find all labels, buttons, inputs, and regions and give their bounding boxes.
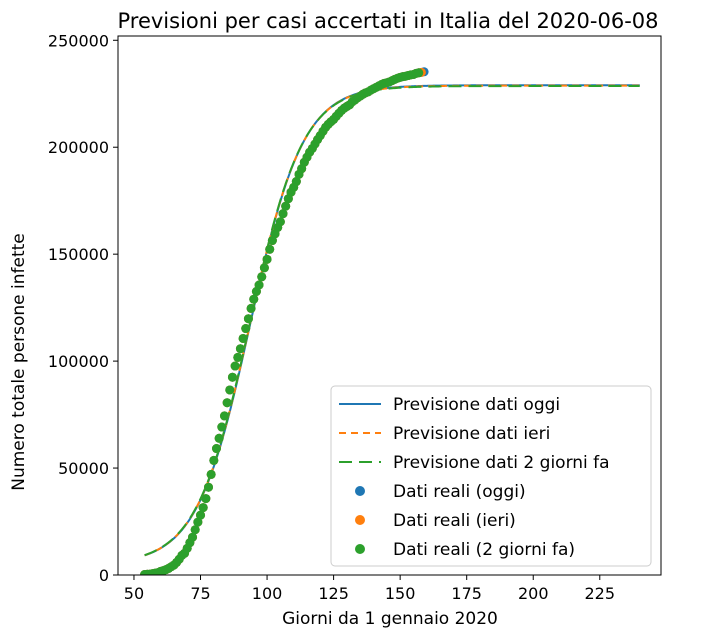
plot-frame <box>117 35 662 576</box>
data-point <box>235 344 245 354</box>
data-point <box>291 177 301 187</box>
data-point <box>209 455 219 465</box>
data-point <box>190 525 200 535</box>
x-tick-label: 50 <box>124 584 144 603</box>
legend-label: Dati reali (oggi) <box>393 482 526 502</box>
x-tick-label: 150 <box>385 584 416 603</box>
legend-label: Dati reali (2 giorni fa) <box>393 540 575 560</box>
data-point <box>206 469 216 479</box>
data-point <box>204 482 213 492</box>
x-tick-label: 225 <box>585 584 616 603</box>
y-tick-label: 0 <box>99 566 109 585</box>
y-tick-label: 100000 <box>48 352 109 371</box>
data-point <box>196 510 206 520</box>
x-tick-label: 200 <box>518 584 549 603</box>
x-tick-label: 75 <box>190 584 210 603</box>
data-point <box>233 352 243 362</box>
data-point <box>211 444 221 454</box>
y-tick-label: 250000 <box>48 31 109 50</box>
data-point <box>257 272 267 282</box>
data-point <box>193 517 203 527</box>
legend-dot-swatch <box>355 544 365 554</box>
data-point <box>238 333 248 343</box>
data-point <box>219 411 229 421</box>
legend-label: Dati reali (ieri) <box>393 511 516 531</box>
y-tick-label: 50000 <box>58 459 109 478</box>
y-tick-label: 200000 <box>48 138 109 157</box>
scatter-series <box>140 68 424 575</box>
data-point <box>201 494 211 504</box>
data-point <box>249 294 259 304</box>
data-point <box>227 372 237 382</box>
legend-label: Previsione dati ieri <box>393 424 550 444</box>
data-point <box>246 303 256 313</box>
data-point <box>265 244 275 254</box>
legend-box <box>330 385 652 567</box>
data-point <box>241 324 251 334</box>
forecast-curve <box>144 85 640 557</box>
axes: 50 75 100 125 150 175 200 225 0 50000 100000 150000… <box>48 31 615 603</box>
chart-title: Previsioni per casi accertati in Italia … <box>117 9 658 33</box>
data-point <box>414 68 424 78</box>
x-tick-label: 125 <box>318 584 349 603</box>
x-tick-label: 100 <box>252 584 283 603</box>
data-point <box>275 217 285 227</box>
data-point <box>254 280 264 290</box>
legend-dot-swatch <box>355 515 365 525</box>
data-point <box>267 236 277 246</box>
legend: Previsione dati oggi Previsione dati ieri… <box>330 385 652 567</box>
y-tick-label: 150000 <box>48 245 109 264</box>
x-tick-label: 175 <box>451 584 482 603</box>
data-point <box>214 433 224 443</box>
data-point <box>217 422 227 432</box>
data-point <box>188 532 198 542</box>
legend-dot-swatch <box>355 486 365 496</box>
x-axis-label: Giorni da 1 gennaio 2020 <box>282 609 498 629</box>
y-axis-label: Numero totale persone infette <box>9 233 29 491</box>
data-point <box>222 398 232 408</box>
data-point <box>230 361 240 371</box>
data-point <box>225 385 235 395</box>
data-point <box>243 314 253 324</box>
data-point <box>281 201 291 211</box>
legend-label: Previsione dati oggi <box>393 395 560 415</box>
legend-label: Previsione dati 2 giorni fa <box>393 453 610 473</box>
plot-area <box>140 67 640 575</box>
data-point <box>259 263 269 273</box>
data-point <box>198 503 208 513</box>
data-point <box>262 254 272 264</box>
data-point <box>278 209 288 219</box>
